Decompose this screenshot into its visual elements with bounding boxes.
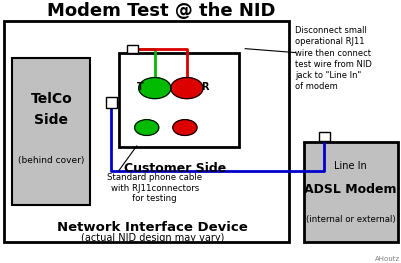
Text: Network Interface Device: Network Interface Device: [57, 221, 247, 234]
Text: R: R: [200, 82, 208, 92]
Text: (behind cover): (behind cover): [18, 156, 84, 165]
Bar: [118, 53, 239, 147]
Text: Disconnect small
operational RJ11
wire then connect
test wire from NID
jack to ": Disconnect small operational RJ11 wire t…: [295, 26, 371, 91]
Bar: [303, 142, 397, 242]
Text: AHoutz: AHoutz: [374, 256, 399, 262]
Text: (actual NID design may vary): (actual NID design may vary): [81, 233, 224, 243]
Text: Modem Test @ the NID: Modem Test @ the NID: [47, 2, 274, 19]
Circle shape: [134, 120, 158, 135]
Circle shape: [172, 120, 196, 135]
Text: Side: Side: [34, 113, 68, 127]
Text: ADSL Modem: ADSL Modem: [304, 184, 396, 196]
Bar: [318, 132, 329, 141]
Bar: [12, 58, 90, 205]
Text: T: T: [137, 82, 144, 92]
Bar: [105, 97, 117, 108]
Bar: [126, 45, 138, 53]
Text: Line In: Line In: [334, 161, 366, 171]
Circle shape: [170, 78, 203, 99]
Text: TelCo: TelCo: [30, 92, 72, 106]
Bar: [4, 21, 289, 242]
Text: Standard phone cable
with RJ11connectors
for testing: Standard phone cable with RJ11connectors…: [107, 173, 202, 203]
Text: (internal or external): (internal or external): [305, 215, 395, 225]
Text: Customer Side: Customer Side: [124, 162, 225, 175]
Circle shape: [138, 78, 170, 99]
